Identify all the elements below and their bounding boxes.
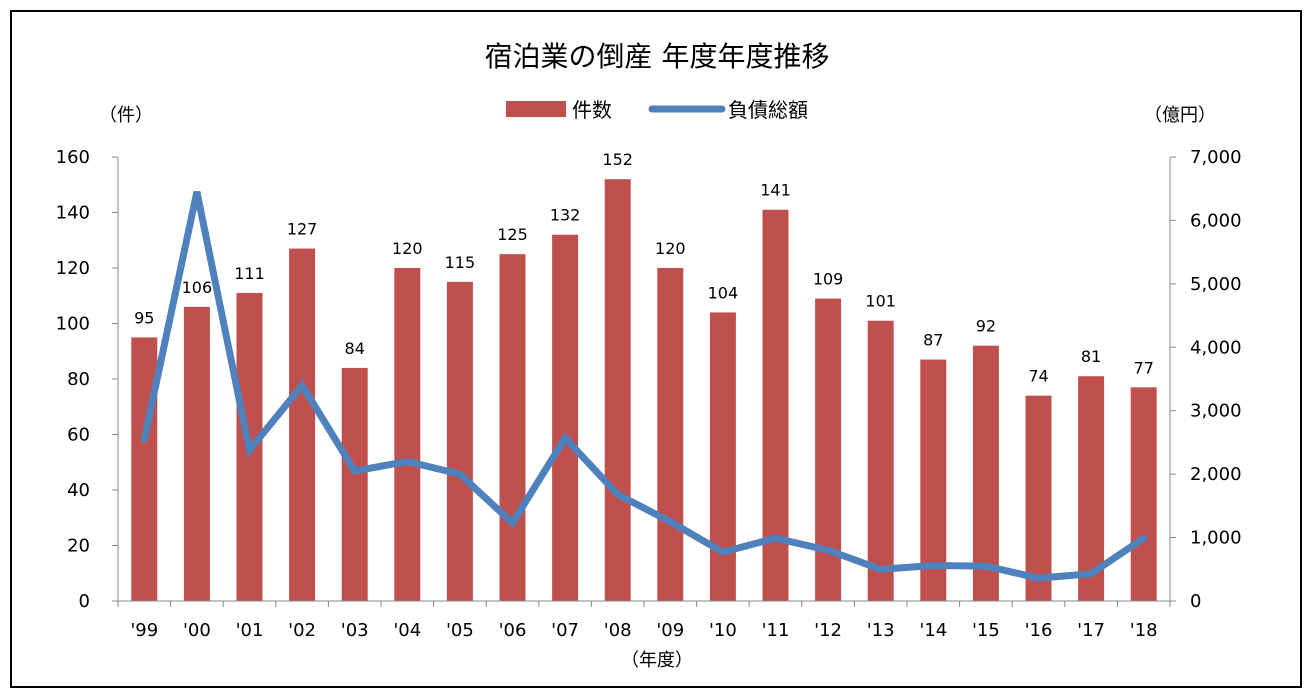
line-series bbox=[140, 191, 1148, 582]
bar-data-label: 152 bbox=[602, 150, 633, 169]
bar-data-label: 109 bbox=[813, 270, 844, 289]
y-tick-label-left: 80 bbox=[67, 369, 90, 390]
bar bbox=[131, 337, 158, 601]
bar bbox=[709, 312, 736, 601]
bar-data-label: 141 bbox=[760, 181, 791, 200]
bar-series bbox=[131, 179, 1157, 601]
bar-data-labels: 95 106 111 127 84 120 115 125 132 152 120 104 141 109… bbox=[134, 150, 1154, 385]
bar-data-label: 81 bbox=[1081, 347, 1101, 366]
x-tick-label: '02 bbox=[288, 620, 316, 641]
x-tick-label: '17 bbox=[1077, 620, 1105, 641]
bar bbox=[394, 268, 421, 601]
x-tick-label: '12 bbox=[814, 620, 842, 641]
bar bbox=[552, 234, 579, 601]
bar-data-label: 87 bbox=[923, 331, 943, 350]
y-axis-label-right: （億円） bbox=[1144, 105, 1216, 126]
bar bbox=[867, 320, 894, 601]
bar-data-label: 104 bbox=[708, 283, 739, 302]
bar bbox=[920, 359, 947, 601]
bar-data-label: 115 bbox=[445, 253, 476, 272]
y-tick-label-left: 160 bbox=[56, 147, 90, 168]
legend: 件数 負債総額 bbox=[506, 98, 808, 122]
y-tick-label-right: 5,000 bbox=[1190, 274, 1242, 295]
y-tick-label-right: 3,000 bbox=[1190, 401, 1242, 422]
bar-data-label: 92 bbox=[976, 317, 996, 336]
x-axis-label: （年度） bbox=[621, 650, 693, 671]
bar-data-label: 111 bbox=[234, 264, 265, 283]
x-tick-label: '09 bbox=[656, 620, 684, 641]
y-tick-label-right: 0 bbox=[1190, 591, 1201, 612]
bar bbox=[1078, 376, 1105, 601]
x-tick-label: '99 bbox=[130, 620, 158, 641]
x-tick-label: '11 bbox=[762, 620, 790, 641]
bar-data-label: 120 bbox=[392, 239, 423, 258]
bar bbox=[657, 268, 684, 601]
y-tick-label-right: 1,000 bbox=[1190, 528, 1242, 549]
bar bbox=[604, 179, 631, 601]
bar-data-label: 101 bbox=[865, 292, 896, 311]
y-tick-label-left: 60 bbox=[67, 425, 90, 446]
x-tick-label: '15 bbox=[972, 620, 1000, 641]
bar-data-label: 84 bbox=[345, 339, 365, 358]
y-tick-label-left: 40 bbox=[67, 480, 90, 501]
x-tick-label: '01 bbox=[236, 620, 264, 641]
legend-swatch-count bbox=[506, 101, 566, 117]
bar bbox=[1130, 387, 1157, 601]
bar-data-label: 125 bbox=[497, 225, 528, 244]
y-tick-label-left: 0 bbox=[79, 591, 90, 612]
y-ticks-right: 0 1,000 2,000 3,000 4,000 5,000 6,000 7,000 bbox=[1170, 147, 1242, 612]
bar-data-label: 127 bbox=[287, 220, 318, 239]
x-tick-label: '00 bbox=[183, 620, 211, 641]
y-tick-label-left: 120 bbox=[56, 258, 90, 279]
bar-data-label: 74 bbox=[1028, 367, 1048, 386]
bar-data-label: 132 bbox=[550, 206, 581, 225]
bar bbox=[1025, 395, 1052, 601]
bar bbox=[289, 248, 316, 601]
y-tick-label-left: 100 bbox=[56, 314, 90, 335]
y-tick-label-left: 20 bbox=[67, 536, 90, 557]
x-tick-label: '07 bbox=[551, 620, 579, 641]
y-axis-label-left: （件） bbox=[99, 105, 153, 126]
x-tick-label: '16 bbox=[1025, 620, 1053, 641]
chart-title: 宿泊業の倒産 年度年度推移 bbox=[485, 40, 830, 73]
x-tick-label: '04 bbox=[393, 620, 421, 641]
bar-data-label: 95 bbox=[134, 308, 154, 327]
bar-data-label: 120 bbox=[655, 239, 686, 258]
x-tick-label: '18 bbox=[1130, 620, 1158, 641]
y-tick-label-right: 2,000 bbox=[1190, 464, 1242, 485]
x-ticks: '99 '00 '01 '02 '03 '04 '05 '06 '07 '08 '09 '10 '11 '… bbox=[117, 601, 1171, 641]
x-tick-label: '10 bbox=[709, 620, 737, 641]
bar-data-label: 106 bbox=[182, 278, 213, 297]
x-tick-label: '13 bbox=[867, 620, 895, 641]
x-tick-label: '14 bbox=[919, 620, 947, 641]
bar bbox=[499, 254, 526, 601]
y-tick-label-right: 4,000 bbox=[1190, 337, 1242, 358]
x-tick-label: '03 bbox=[341, 620, 369, 641]
y-tick-label-right: 7,000 bbox=[1190, 147, 1242, 168]
y-tick-label-right: 6,000 bbox=[1190, 210, 1242, 231]
bar bbox=[972, 345, 999, 601]
x-tick-label: '05 bbox=[446, 620, 474, 641]
y-ticks-left: 0 20 40 60 80 100 120 140 160 bbox=[56, 147, 118, 612]
bar bbox=[446, 281, 473, 601]
x-tick-label: '08 bbox=[604, 620, 632, 641]
bar bbox=[341, 367, 368, 601]
y-tick-label-left: 140 bbox=[56, 203, 90, 224]
axes bbox=[117, 157, 1171, 602]
bar bbox=[183, 306, 210, 601]
legend-label-count: 件数 bbox=[572, 98, 612, 122]
x-tick-label: '06 bbox=[499, 620, 527, 641]
line-path bbox=[140, 191, 1148, 582]
legend-label-debt: 負債総額 bbox=[728, 98, 808, 122]
bar-data-label: 77 bbox=[1134, 358, 1154, 377]
